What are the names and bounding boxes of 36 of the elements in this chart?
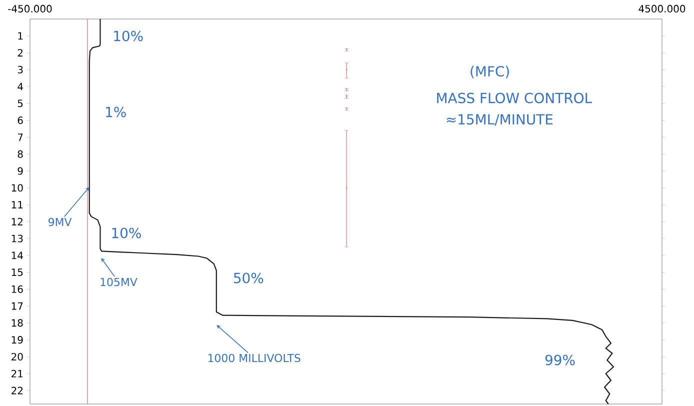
y-tick-label: 20 xyxy=(12,352,23,360)
y-tick-label: 22 xyxy=(12,386,22,394)
y-tick-label: 2 xyxy=(18,49,22,56)
annotation: 10% xyxy=(114,30,143,42)
y-tick-label: 9 xyxy=(18,167,23,175)
y-tick-label: 10 xyxy=(12,184,23,192)
y-tick-label: 14 xyxy=(12,252,23,260)
x-tick-label: 4500.000 xyxy=(638,4,686,12)
y-tick-label: 3 xyxy=(18,66,23,74)
y-tick-label: 13 xyxy=(12,234,23,242)
y-tick-label: 16 xyxy=(12,285,23,293)
annotation: 1000 MILLIVOLTS xyxy=(208,354,300,362)
annotation: 10% xyxy=(112,228,141,238)
y-tick-label: 6 xyxy=(18,116,23,124)
annotation: 50% xyxy=(234,272,264,284)
y-tick-label: 5 xyxy=(18,100,23,108)
y-tick-label: 19 xyxy=(12,336,23,344)
y-tick-label: 18 xyxy=(12,319,23,327)
x-tick-label: -450.000 xyxy=(8,4,52,12)
annotation: MASS FLOW CONTROL xyxy=(437,92,592,104)
annotation: 9MV xyxy=(48,218,72,226)
annotation: (MFC) xyxy=(470,66,509,78)
annotation: 99% xyxy=(545,354,575,366)
y-tick-label: 12 xyxy=(12,218,22,226)
y-tick-label: 21 xyxy=(12,370,23,378)
y-tick-label: 4 xyxy=(18,82,23,90)
annotation: 1% xyxy=(106,106,126,118)
y-tick-label: 7 xyxy=(18,134,23,141)
y-tick-label: 15 xyxy=(12,268,23,276)
line-series xyxy=(88,18,614,405)
y-tick-label: 11 xyxy=(12,201,23,208)
annotation: 105MV xyxy=(100,278,138,286)
y-tick-label: 1 xyxy=(18,32,23,40)
y-tick-label: 17 xyxy=(12,302,23,310)
y-tick-label: 8 xyxy=(18,150,23,158)
annotation: ≈15ML/MINUTE xyxy=(446,114,553,126)
